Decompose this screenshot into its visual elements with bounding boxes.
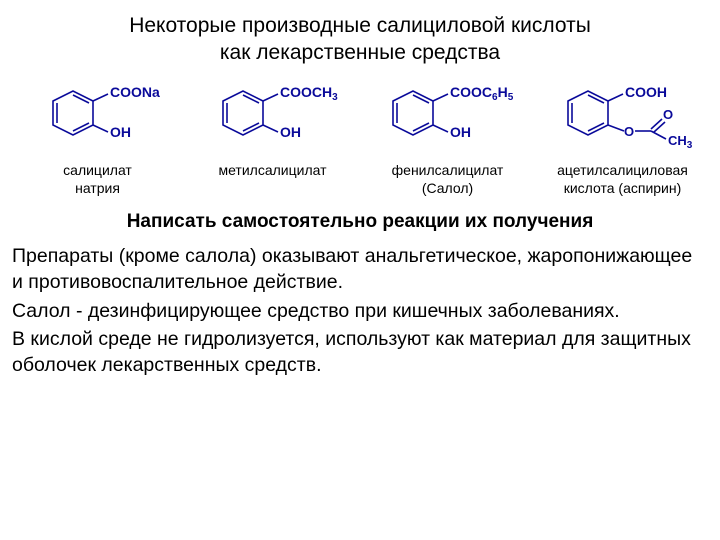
compound-aspirin: COOH O O CH3 ацетилсалициловая кислота (…: [535, 79, 710, 197]
name-line: салицилат: [63, 162, 132, 178]
name-line: метилсалицилат: [218, 162, 326, 178]
paragraph-1: Препараты (кроме салола) оказывают аналь…: [12, 243, 708, 296]
compound-name-4: ацетилсалициловая кислота (аспирин): [557, 161, 688, 197]
task-heading: Написать самостоятельно реакции их получ…: [10, 211, 710, 233]
body-text: Препараты (кроме салола) оказывают аналь…: [10, 243, 710, 379]
structure-1: COONa OH: [23, 79, 173, 157]
structure-3: COOC6H5 OH: [363, 79, 533, 157]
paragraph-3: В кислой среде не гидролизуется, использ…: [12, 326, 708, 379]
ch3-label: CH3: [668, 133, 693, 151]
page-title: Некоторые производные салициловой кислот…: [10, 12, 710, 67]
structure-2: COOCH3 OH: [193, 79, 353, 157]
group-label: COOC6H5: [450, 84, 514, 103]
oh-label: OH: [110, 124, 131, 140]
oh-label: OH: [280, 124, 301, 140]
name-line: натрия: [75, 180, 120, 196]
group-label: COOH: [625, 84, 667, 100]
compounds-row: COONa OH салицилат натрия COOCH3 OH: [10, 79, 710, 197]
compound-methyl-salicylate: COOCH3 OH метилсалицилат: [185, 79, 360, 179]
group-label: COOCH3: [280, 84, 338, 103]
o-label: O: [624, 124, 634, 139]
compound-name-2: метилсалицилат: [218, 161, 326, 179]
name-line: кислота (аспирин): [564, 180, 682, 196]
compound-sodium-salicylate: COONa OH салицилат натрия: [10, 79, 185, 197]
title-line-1: Некоторые производные салициловой кислот…: [129, 14, 591, 37]
title-line-2: как лекарственные средства: [220, 41, 500, 64]
name-line: фенилсалицилат: [392, 162, 504, 178]
compound-phenyl-salicylate: COOC6H5 OH фенилсалицилат (Салол): [360, 79, 535, 197]
compound-name-1: салицилат натрия: [63, 161, 132, 197]
structure-4: COOH O O CH3: [538, 79, 708, 157]
compound-name-3: фенилсалицилат (Салол): [392, 161, 504, 197]
name-line: (Салол): [422, 180, 473, 196]
name-line: ацетилсалициловая: [557, 162, 688, 178]
group-label: COONa: [110, 84, 160, 100]
paragraph-2: Салол - дезинфицирующее средство при киш…: [12, 298, 708, 324]
oh-label: OH: [450, 124, 471, 140]
o-label: O: [663, 107, 673, 122]
